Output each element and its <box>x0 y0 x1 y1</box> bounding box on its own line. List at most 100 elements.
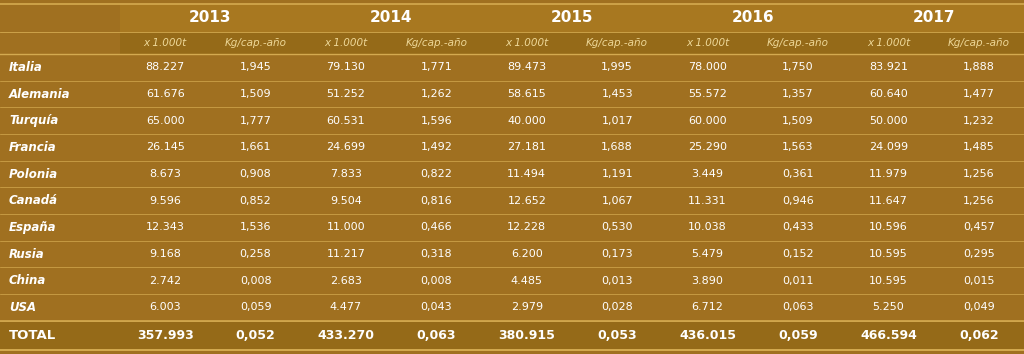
Text: 10.595: 10.595 <box>869 276 907 286</box>
Text: 10.596: 10.596 <box>869 222 907 232</box>
Text: 1,995: 1,995 <box>601 62 633 72</box>
Text: 58.615: 58.615 <box>508 89 546 99</box>
Text: 3.449: 3.449 <box>691 169 724 179</box>
Text: 0,052: 0,052 <box>236 329 275 342</box>
Text: 2014: 2014 <box>370 11 413 25</box>
Text: 1,453: 1,453 <box>601 89 633 99</box>
Text: 9.168: 9.168 <box>150 249 181 259</box>
Text: 10.038: 10.038 <box>688 222 727 232</box>
Text: 1,232: 1,232 <box>963 116 994 126</box>
Text: 1,536: 1,536 <box>240 222 271 232</box>
Text: 0,063: 0,063 <box>782 302 814 312</box>
Text: x 1.000t: x 1.000t <box>325 38 368 48</box>
Text: España: España <box>9 221 56 234</box>
Text: 4.477: 4.477 <box>330 302 362 312</box>
Text: 25.290: 25.290 <box>688 142 727 152</box>
Text: 2.979: 2.979 <box>511 302 543 312</box>
Text: Kg/cap.-año: Kg/cap.-año <box>767 38 829 48</box>
Text: 0,466: 0,466 <box>421 222 453 232</box>
Text: 0,013: 0,013 <box>601 276 633 286</box>
Text: 9.504: 9.504 <box>330 196 361 206</box>
Text: 1,771: 1,771 <box>421 62 453 72</box>
Text: 7.833: 7.833 <box>330 169 361 179</box>
Text: 0,822: 0,822 <box>421 169 453 179</box>
Text: Francia: Francia <box>9 141 56 154</box>
Text: 1,509: 1,509 <box>782 116 814 126</box>
Text: 6.712: 6.712 <box>691 302 724 312</box>
Text: 0,015: 0,015 <box>963 276 994 286</box>
Text: 357.993: 357.993 <box>137 329 194 342</box>
Text: 1,485: 1,485 <box>963 142 994 152</box>
Text: 0,008: 0,008 <box>421 276 453 286</box>
Text: 4.485: 4.485 <box>511 276 543 286</box>
Text: 1,563: 1,563 <box>782 142 814 152</box>
Text: 89.473: 89.473 <box>507 62 547 72</box>
Text: 0,258: 0,258 <box>240 249 271 259</box>
Text: 60.000: 60.000 <box>688 116 727 126</box>
Text: Kg/cap.-año: Kg/cap.-año <box>948 38 1010 48</box>
Text: 83.921: 83.921 <box>869 62 908 72</box>
Text: 466.594: 466.594 <box>860 329 916 342</box>
Text: 0,946: 0,946 <box>782 196 814 206</box>
Bar <box>0 321 1024 350</box>
Text: 0,063: 0,063 <box>417 329 456 342</box>
Text: Kg/cap.-año: Kg/cap.-año <box>406 38 467 48</box>
Text: 0,433: 0,433 <box>782 222 814 232</box>
Text: 11.647: 11.647 <box>869 196 908 206</box>
Text: 2016: 2016 <box>731 11 774 25</box>
Text: 51.252: 51.252 <box>327 89 366 99</box>
Text: 1,191: 1,191 <box>601 169 633 179</box>
Text: 9.596: 9.596 <box>150 196 181 206</box>
Text: 2013: 2013 <box>189 11 231 25</box>
Text: 0,852: 0,852 <box>240 196 271 206</box>
Text: 0,059: 0,059 <box>778 329 818 342</box>
Text: TOTAL: TOTAL <box>9 329 56 342</box>
Text: 0,530: 0,530 <box>601 222 633 232</box>
Text: 0,152: 0,152 <box>782 249 814 259</box>
Text: 12.228: 12.228 <box>507 222 547 232</box>
Text: USA: USA <box>9 301 36 314</box>
Text: 60.640: 60.640 <box>869 89 907 99</box>
Text: 10.595: 10.595 <box>869 249 907 259</box>
Text: 1,777: 1,777 <box>240 116 271 126</box>
Text: Turquía: Turquía <box>9 114 58 127</box>
Text: 11.494: 11.494 <box>507 169 546 179</box>
Text: 0,043: 0,043 <box>421 302 453 312</box>
Text: 2015: 2015 <box>551 11 593 25</box>
Text: Kg/cap.-año: Kg/cap.-año <box>586 38 648 48</box>
Text: 24.699: 24.699 <box>327 142 366 152</box>
Text: Italia: Italia <box>9 61 43 74</box>
Text: 1,256: 1,256 <box>963 196 994 206</box>
Text: 79.130: 79.130 <box>327 62 366 72</box>
Text: 88.227: 88.227 <box>145 62 184 72</box>
Text: 0,059: 0,059 <box>240 302 271 312</box>
Text: 0,816: 0,816 <box>421 196 453 206</box>
Text: 0,008: 0,008 <box>240 276 271 286</box>
Text: 26.145: 26.145 <box>145 142 184 152</box>
Text: 6.003: 6.003 <box>150 302 181 312</box>
Text: x 1.000t: x 1.000t <box>866 38 910 48</box>
Text: Rusia: Rusia <box>9 247 45 261</box>
Text: 0,318: 0,318 <box>421 249 453 259</box>
Text: 433.270: 433.270 <box>317 329 375 342</box>
Text: 2.742: 2.742 <box>150 276 181 286</box>
Text: 0,173: 0,173 <box>601 249 633 259</box>
Text: 1,262: 1,262 <box>421 89 453 99</box>
Text: 11.331: 11.331 <box>688 196 727 206</box>
Text: 40.000: 40.000 <box>508 116 546 126</box>
Text: Polonia: Polonia <box>9 167 58 181</box>
Text: 78.000: 78.000 <box>688 62 727 72</box>
Text: 0,361: 0,361 <box>782 169 814 179</box>
Text: 2017: 2017 <box>912 11 954 25</box>
Text: 55.572: 55.572 <box>688 89 727 99</box>
Text: 3.890: 3.890 <box>691 276 724 286</box>
Text: 1,256: 1,256 <box>963 169 994 179</box>
Text: Kg/cap.-año: Kg/cap.-año <box>224 38 287 48</box>
Text: 8.673: 8.673 <box>150 169 181 179</box>
Text: 24.099: 24.099 <box>868 142 908 152</box>
Text: China: China <box>9 274 46 287</box>
Text: 0,011: 0,011 <box>782 276 814 286</box>
Text: 65.000: 65.000 <box>145 116 184 126</box>
Text: Canadá: Canadá <box>9 194 58 207</box>
Text: 1,750: 1,750 <box>782 62 814 72</box>
